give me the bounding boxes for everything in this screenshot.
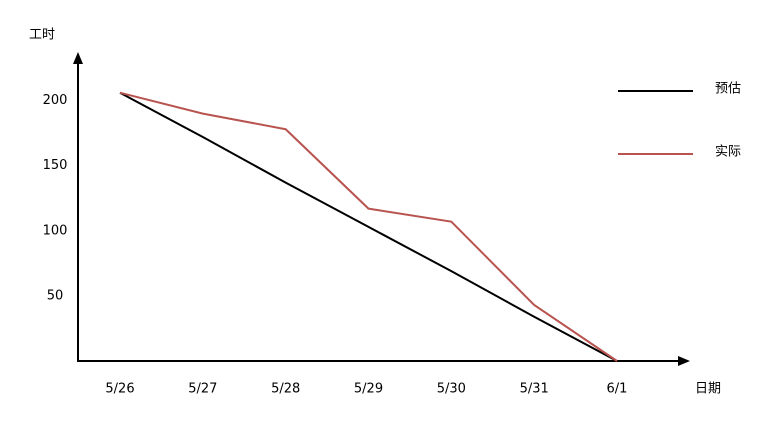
x-tick-label: 5/29 — [354, 382, 383, 397]
y-axis-arrow — [73, 52, 83, 64]
x-tick-label: 5/30 — [437, 382, 466, 397]
x-axis-arrow — [678, 356, 690, 366]
legend-label: 预估 — [715, 82, 741, 97]
x-tick-label: 5/27 — [188, 382, 217, 397]
series-line — [119, 91, 618, 362]
x-tick-label: 5/31 — [520, 382, 549, 397]
x-tick-label: 6/1 — [607, 382, 628, 397]
y-tick-label: 200 — [43, 93, 68, 108]
x-tick-label: 5/28 — [271, 382, 300, 397]
x-tick-label: 5/26 — [105, 382, 134, 397]
x-axis-label: 日期 — [695, 382, 721, 397]
legend-label: 实际 — [715, 145, 741, 160]
y-tick-label: 50 — [47, 288, 64, 303]
series-line — [119, 91, 618, 362]
y-axis-label: 工时 — [29, 28, 55, 43]
y-tick-label: 100 — [43, 223, 68, 238]
y-tick-label: 150 — [43, 158, 68, 173]
